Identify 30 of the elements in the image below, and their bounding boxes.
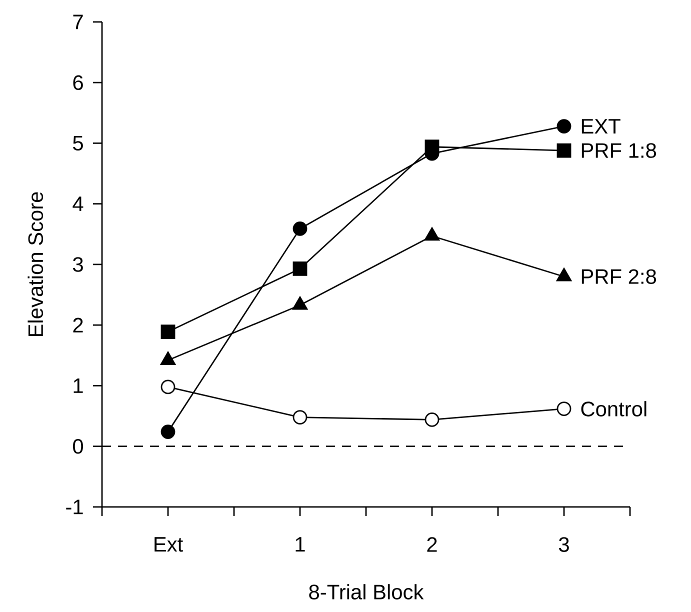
y-tick-label: 3 bbox=[72, 257, 83, 272]
point bbox=[292, 222, 308, 236]
y-tick-label: 6 bbox=[73, 75, 83, 90]
x-axis-title: 8-Trial Block bbox=[309, 584, 424, 600]
series-label: EXT bbox=[582, 119, 620, 134]
point bbox=[556, 143, 572, 158]
point bbox=[292, 410, 308, 424]
series-label: PRF 1:8 bbox=[582, 143, 656, 158]
x-tick-label: 1 bbox=[296, 537, 305, 552]
x-tick-label: 2 bbox=[427, 537, 437, 552]
point bbox=[424, 412, 440, 427]
x-tick-label: Ext bbox=[154, 537, 183, 552]
point bbox=[160, 324, 176, 339]
point bbox=[160, 424, 176, 440]
y-tick-label: 7 bbox=[73, 14, 83, 30]
point bbox=[556, 119, 572, 134]
y-tick-label: 4 bbox=[72, 196, 84, 212]
series-label: PRF 2:8 bbox=[582, 269, 656, 284]
y-tick-label: 5 bbox=[73, 136, 83, 151]
x-tick-label: 3 bbox=[558, 537, 569, 552]
point bbox=[424, 140, 440, 154]
point bbox=[556, 402, 572, 416]
point bbox=[160, 380, 176, 394]
y-tick-label: 0 bbox=[73, 438, 84, 454]
point bbox=[292, 262, 308, 276]
y-tick-label: -1 bbox=[66, 500, 83, 514]
series-label: Control bbox=[581, 401, 646, 416]
y-tick-label: 2 bbox=[73, 318, 83, 332]
y-axis-title: Elevation Score bbox=[28, 192, 44, 336]
y-tick-label: 1 bbox=[74, 378, 83, 393]
